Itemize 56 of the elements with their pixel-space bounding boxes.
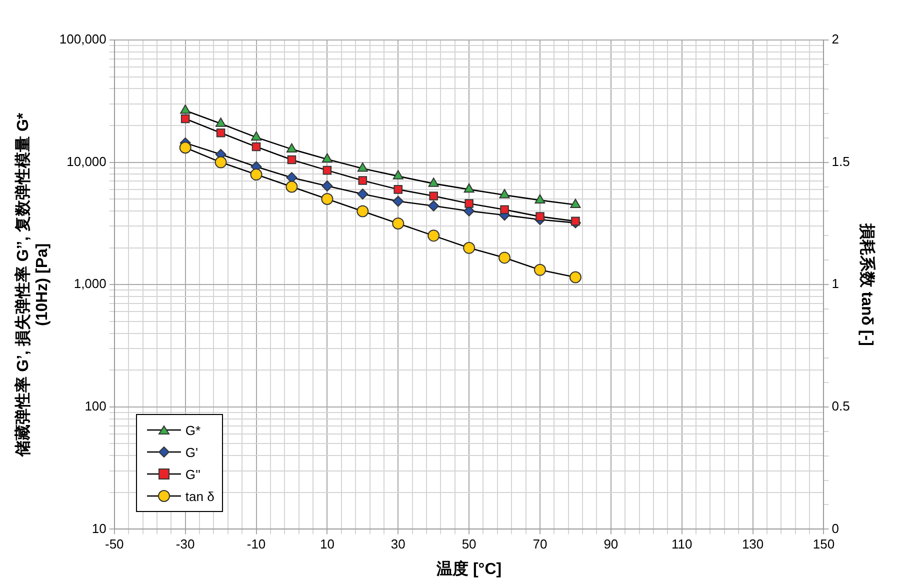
point [571, 216, 580, 226]
x-tick-label: -10 [246, 536, 266, 552]
point [392, 170, 404, 180]
point [499, 189, 510, 198]
point [252, 142, 261, 152]
y2-axis-title: 損耗系数 tanδ [-] [858, 222, 876, 346]
point [392, 196, 404, 207]
point [534, 194, 546, 204]
legend-label: G' [185, 444, 198, 460]
legend-label: tan δ [185, 488, 214, 504]
x-tick-label: 10 [320, 536, 334, 552]
y-tick-label: 10,000 [66, 154, 106, 169]
point [216, 118, 226, 127]
point [180, 104, 191, 114]
point [180, 114, 190, 124]
x-axis-title: 温度 [°C] [436, 558, 502, 578]
y-tick-label: 10 [92, 520, 106, 536]
point [322, 166, 332, 175]
point [357, 162, 368, 172]
legend-label: G'' [185, 466, 200, 482]
y-tick-label: 1,000 [74, 276, 106, 292]
y2-tick-label: 2 [832, 32, 839, 47]
x-tick-label: 30 [390, 536, 406, 552]
y2-tick-label: 1.5 [832, 154, 850, 169]
point [250, 131, 262, 141]
legend-label: G* [185, 422, 201, 438]
x-tick-label: -50 [104, 536, 124, 552]
y-axis-title: 储藏弹性率 G’, 損失弹性率 G’’, 复数弹性模量 G* (10Hz) [Pa] [13, 112, 52, 458]
point [358, 176, 368, 185]
point [286, 143, 297, 152]
y2-tick-label: 0.5 [832, 398, 850, 414]
point [570, 198, 581, 208]
point [428, 200, 440, 212]
point [322, 180, 333, 192]
point [500, 205, 509, 214]
point [322, 153, 332, 162]
x-tick-label: -30 [176, 536, 195, 552]
point [216, 128, 226, 138]
point [394, 185, 403, 194]
y-tick-label: 100,000 [59, 32, 106, 47]
x-tick-label: 110 [671, 536, 692, 552]
point [287, 155, 296, 164]
y-tick-label: 100 [84, 398, 106, 414]
point [536, 212, 544, 221]
point [428, 178, 439, 187]
point [357, 188, 368, 200]
y2-tick-label: 0 [832, 520, 839, 536]
x-tick-label: 130 [742, 536, 764, 552]
point [464, 183, 474, 193]
x-tick-label: 70 [532, 536, 548, 552]
y2-tick-label: 1 [832, 276, 839, 292]
x-tick-label: 50 [462, 536, 476, 552]
x-tick-label: 90 [604, 536, 618, 552]
point [429, 192, 438, 200]
x-tick-label: 150 [812, 536, 835, 552]
point [464, 199, 474, 208]
